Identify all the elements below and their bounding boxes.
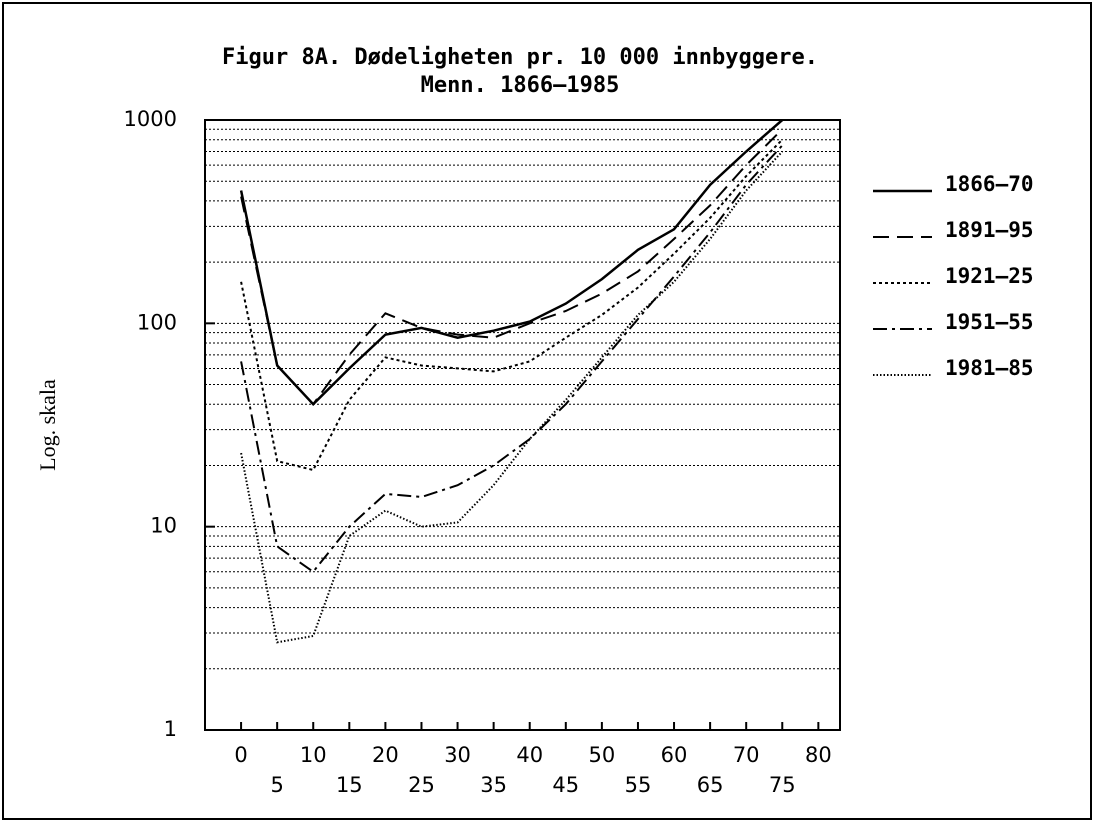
y-tick-label: 1 (164, 717, 177, 741)
x-tick-label: 55 (625, 773, 652, 797)
x-tick-label: 30 (444, 743, 471, 767)
x-tick-label: 5 (270, 773, 283, 797)
x-tick-label: 45 (552, 773, 579, 797)
y-axis-label: Log. skala (35, 379, 60, 471)
series-line (240, 138, 784, 472)
x-tick-label: 65 (697, 773, 724, 797)
legend-label: 1921–25 (945, 264, 1034, 288)
x-tick-label: 10 (300, 743, 327, 767)
x-tick-label: 20 (372, 743, 399, 767)
series-line (240, 128, 784, 406)
chart-subtitle: Menn. 1866–1985 (421, 73, 620, 98)
x-tick-label: 15 (336, 773, 363, 797)
y-tick-label: 10 (150, 514, 177, 538)
x-tick-label: 75 (769, 773, 796, 797)
x-tick-label: 60 (661, 743, 688, 767)
series-line (240, 144, 784, 574)
y-tick-label: 100 (137, 310, 177, 334)
x-tick-label: 0 (234, 743, 247, 767)
plot-frame (204, 119, 841, 731)
x-tick-label: 70 (733, 743, 760, 767)
series-line (240, 150, 784, 644)
legend-label: 1981–85 (945, 356, 1034, 380)
x-tick-label: 40 (516, 743, 543, 767)
legend-label: 1891–95 (945, 218, 1034, 242)
y-tick-label: 1000 (124, 107, 177, 131)
chart-title: Figur 8A. Dødeligheten pr. 10 000 innbyg… (222, 45, 818, 70)
x-tick-label: 35 (480, 773, 507, 797)
x-tick-label: 25 (408, 773, 435, 797)
legend-label: 1951–55 (945, 310, 1034, 334)
legend-label: 1866–70 (945, 172, 1034, 196)
x-tick-label: 50 (589, 743, 616, 767)
x-tick-label: 80 (805, 743, 832, 767)
series-line (239, 119, 784, 406)
